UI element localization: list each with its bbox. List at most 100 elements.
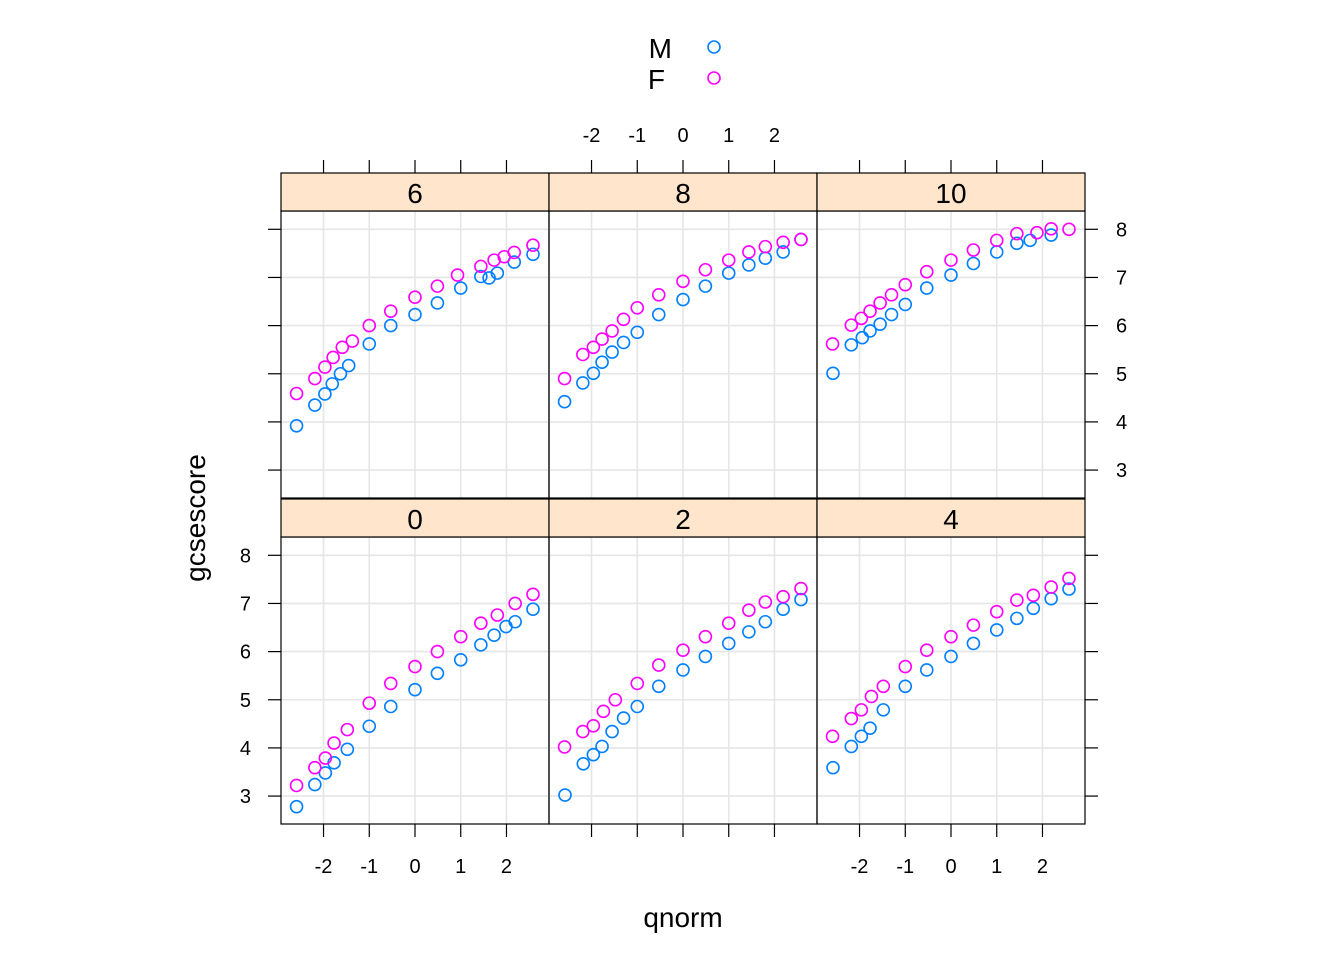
- data-point-f: [794, 581, 808, 596]
- data-point-f: [919, 264, 934, 279]
- data-point-f: [345, 334, 360, 348]
- data-point-m: [576, 757, 591, 771]
- data-point-f: [854, 311, 869, 326]
- data-point-f: [884, 287, 899, 302]
- data-point-m: [383, 699, 398, 714]
- data-point-m: [308, 398, 322, 412]
- data-point-f: [340, 722, 355, 737]
- x-tick-label-bottom: 0: [945, 856, 956, 878]
- data-point-m: [919, 663, 934, 677]
- data-point-f: [944, 253, 958, 267]
- data-point-m: [776, 602, 790, 617]
- y-axis-title: gcsescore: [180, 454, 211, 582]
- x-tick-label-bottom: -1: [896, 856, 914, 878]
- data-point-f: [450, 268, 465, 282]
- data-point-m: [676, 663, 690, 677]
- strip-label: 0: [407, 504, 423, 535]
- data-point-m: [758, 614, 773, 629]
- data-point-m: [944, 649, 958, 664]
- data-point-f: [651, 287, 666, 302]
- data-point-f: [408, 290, 422, 304]
- data-point-f: [721, 616, 736, 630]
- data-point-m: [721, 636, 736, 651]
- data-point-m: [616, 335, 631, 350]
- data-point-f: [595, 332, 609, 346]
- y-tick-label-left: 8: [240, 545, 251, 567]
- data-point-m: [826, 760, 840, 775]
- strip-label: 2: [675, 504, 691, 535]
- data-point-f: [526, 587, 540, 602]
- data-point-m: [630, 699, 645, 714]
- data-point-f: [362, 318, 377, 333]
- data-point-m: [430, 666, 445, 681]
- data-point-m: [1010, 611, 1024, 626]
- data-point-m: [776, 245, 790, 259]
- data-point-f: [490, 608, 505, 622]
- data-point-f: [651, 658, 666, 672]
- data-point-f: [721, 253, 736, 267]
- x-tick-label-top: 2: [769, 125, 780, 147]
- data-point-f: [944, 629, 958, 644]
- strip: [548, 498, 818, 538]
- data-point-m: [742, 258, 756, 272]
- x-tick-label-bottom: 2: [1037, 856, 1048, 878]
- data-point-m: [698, 279, 713, 293]
- y-tick-label-left: 4: [240, 738, 251, 760]
- y-tick-label-right: 6: [1116, 316, 1127, 338]
- data-point-f: [825, 729, 840, 744]
- data-point-m: [508, 614, 522, 629]
- data-point-f: [616, 312, 631, 327]
- y-tick-label-left: 3: [240, 786, 251, 808]
- data-point-f: [698, 262, 713, 277]
- data-point-f: [586, 718, 601, 733]
- data-point-f: [1044, 222, 1058, 236]
- data-point-f: [776, 235, 790, 250]
- x-tick-label-bottom: 0: [409, 856, 420, 878]
- data-point-f: [676, 643, 690, 657]
- panels: 6 8 10 0 2 4: [280, 172, 1086, 825]
- data-point-m: [408, 307, 422, 322]
- y-tick-label-right: 3: [1116, 460, 1127, 482]
- data-point-f: [289, 386, 304, 401]
- data-point-f: [1010, 593, 1024, 607]
- data-point-m: [341, 358, 356, 373]
- y-tick-label-left: 5: [240, 690, 251, 712]
- data-point-f: [1062, 571, 1076, 586]
- data-point-m: [474, 638, 488, 652]
- data-point-f: [876, 679, 891, 694]
- data-point-f: [430, 644, 445, 659]
- data-point-m: [651, 307, 666, 322]
- data-point-m: [453, 652, 468, 667]
- strip: [816, 498, 1086, 538]
- data-point-f: [1030, 225, 1044, 240]
- x-tick-label-top: -2: [583, 125, 601, 147]
- y-tick-label-right: 5: [1116, 364, 1127, 386]
- data-point-m: [742, 625, 756, 639]
- data-point-f: [742, 245, 756, 259]
- axes: -2 -1 0 1 2 -2 -1 0 1 2 -2 -1 0 1 2 3 4 5 6 7 8 3 4 5 6 7 8: [240, 125, 1127, 878]
- strip-label: 4: [943, 504, 959, 535]
- x-tick-label-bottom: 1: [455, 856, 466, 878]
- data-point-m: [340, 742, 355, 757]
- legend-label-m: M: [649, 33, 672, 64]
- data-point-m: [966, 636, 981, 651]
- data-point-f: [776, 589, 790, 604]
- x-tick-label-bottom: -1: [360, 856, 378, 878]
- x-tick-label-bottom: 2: [501, 856, 512, 878]
- legend: M F: [648, 33, 721, 95]
- strip-label: 6: [407, 178, 423, 209]
- data-point-m: [876, 703, 891, 717]
- data-point-f: [557, 740, 572, 754]
- data-point-m: [586, 366, 601, 381]
- data-point-f: [383, 676, 398, 691]
- data-point-m: [630, 325, 645, 340]
- data-point-m: [944, 268, 958, 282]
- data-point-m: [526, 602, 540, 617]
- data-point-m: [430, 296, 445, 310]
- legend-marker-m: [707, 40, 721, 54]
- data-point-f: [1062, 222, 1076, 237]
- data-point-m: [826, 366, 840, 381]
- data-point-m: [605, 345, 619, 359]
- data-point-m: [576, 376, 590, 390]
- data-point-m: [898, 297, 913, 312]
